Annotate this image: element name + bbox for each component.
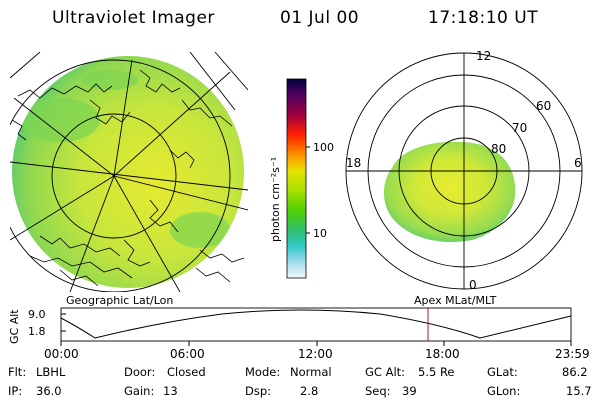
mode-label: Mode: [245, 365, 281, 379]
geo-panel-caption: Geographic Lat/Lon [66, 294, 173, 307]
glat-label: GLat: [487, 365, 518, 379]
mlt-label-18: 18 [346, 156, 361, 170]
door-label: Door: [124, 365, 156, 379]
mlat-label-80: 80 [491, 142, 506, 156]
dsp-label: Dsp: [245, 384, 272, 398]
mode-value: Normal [290, 365, 332, 379]
colorbar [286, 78, 310, 279]
mlat-label-70: 70 [512, 121, 527, 135]
gcalt-value: 5.5 Re [418, 365, 455, 379]
seq-value: 39 [402, 384, 417, 398]
uv-image-texture [20, 70, 230, 248]
colorbar-unit-label: photon cm⁻²s⁻¹ [269, 157, 282, 242]
xtick-1200: 12:00 [298, 347, 333, 361]
mlat-label-60: 60 [536, 99, 551, 113]
altitude-ytick-9: 9.0 [28, 308, 46, 321]
gain-label: Gain: [124, 384, 155, 398]
xtick-0000: 00:00 [44, 347, 79, 361]
altitude-ytick-1.8: 1.8 [28, 325, 46, 338]
gain-value: 13 [163, 384, 178, 398]
filter-value: LBHL [36, 365, 66, 379]
apex-polar-panel [345, 52, 583, 290]
door-value: Closed [167, 365, 206, 379]
gcalt-label: GC Alt: [365, 365, 406, 379]
colorbar-tick-10: 10 [313, 227, 327, 240]
polar-grid [345, 52, 583, 290]
filter-label: Flt: [8, 365, 27, 379]
glon-label: GLon: [487, 384, 521, 398]
xtick-2359: 23:59 [555, 347, 590, 361]
mlt-label-0: 0 [469, 278, 477, 292]
seq-label: Seq: [365, 384, 391, 398]
dsp-value: 2.8 [300, 384, 319, 398]
image-date: 01 Jul 00 [280, 8, 360, 28]
ip-value: 36.0 [36, 384, 62, 398]
instrument-title: Ultraviolet Imager [52, 8, 215, 28]
image-time: 17:18:10 UT [428, 8, 539, 28]
glon-value: 15.7 [566, 384, 592, 398]
altitude-plot [60, 307, 572, 346]
altitude-ylabel: GC Alt [8, 309, 21, 344]
geographic-panel [10, 52, 248, 292]
glat-value: 86.2 [562, 365, 588, 379]
mlt-label-6: 6 [574, 156, 582, 170]
apex-panel-caption: Apex MLat/MLT [414, 294, 497, 307]
altitude-trace [60, 309, 572, 339]
geo-grid [10, 52, 248, 292]
ip-label: IP: [8, 384, 23, 398]
auroral-oval [384, 141, 516, 242]
mlt-label-12: 12 [476, 49, 491, 63]
colorbar-tick-100: 100 [313, 141, 334, 154]
coastlines [11, 69, 245, 287]
xtick-1800: 18:00 [425, 347, 460, 361]
xtick-0600: 06:00 [170, 347, 205, 361]
